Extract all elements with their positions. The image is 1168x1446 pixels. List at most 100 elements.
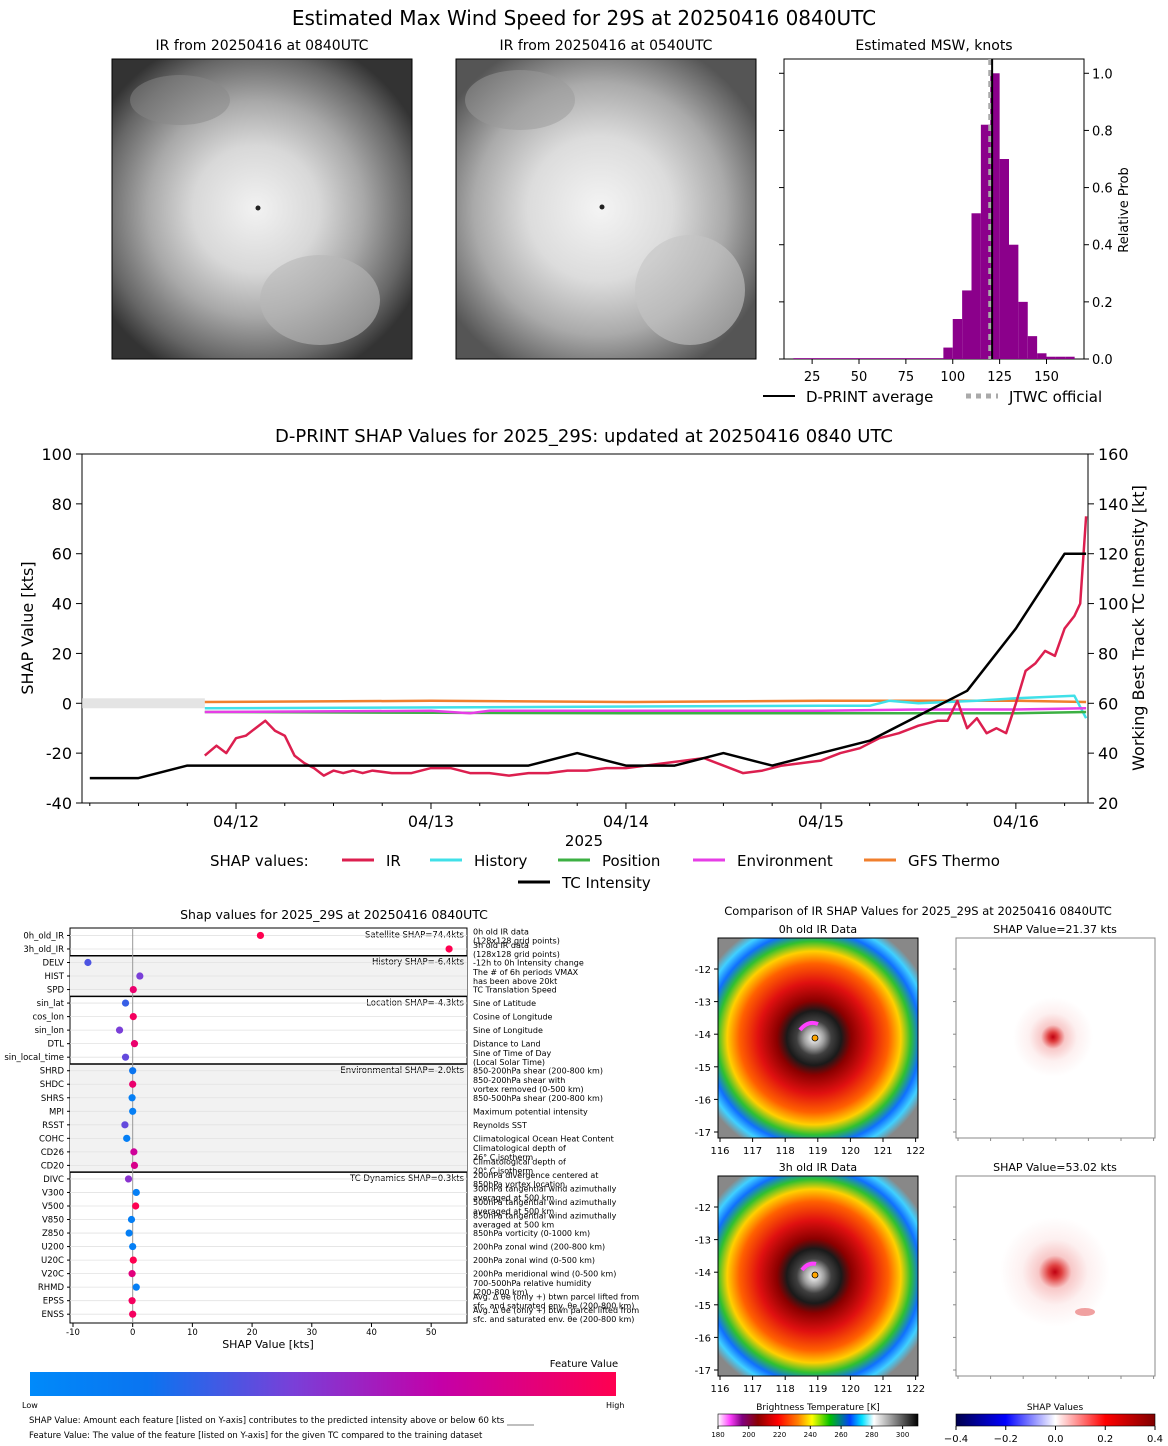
feature-point <box>121 999 130 1007</box>
feature-description: Climatological depth of <box>473 1144 566 1153</box>
histogram-bar <box>793 358 803 359</box>
feature-name: DTL <box>48 1040 65 1050</box>
ts-ytick-label: -40 <box>46 794 72 813</box>
ir-ytick-label: -14 <box>695 1030 711 1041</box>
feature-xtick-label: 0 <box>130 1328 135 1338</box>
hist-xtick-label: 50 <box>851 370 868 385</box>
ts-ytick-label: 20 <box>52 644 72 663</box>
feature-name: V500 <box>42 1202 64 1212</box>
series-history <box>204 694 1088 719</box>
feature-point <box>128 1094 136 1102</box>
timeseries-ylabel: SHAP Value [kts] <box>18 561 37 694</box>
feature-name: V20C <box>41 1270 64 1280</box>
ts-y2tick-label: 20 <box>1098 794 1118 813</box>
feature-point <box>130 1148 138 1156</box>
comparison-title: Comparison of IR SHAP Values for 2025_29… <box>724 904 1111 918</box>
ir-xtick-label: 120 <box>841 1384 860 1395</box>
feature-chart-title: Shap values for 2025_29S at 20250416 084… <box>180 907 488 922</box>
feature-name: HIST <box>45 972 65 982</box>
feature-description: (200-800 km) <box>473 1288 528 1297</box>
feature-description: has been above 20kt <box>473 977 557 986</box>
feature-point <box>132 1202 140 1210</box>
feature-name: DIVC <box>43 1175 64 1185</box>
ir-ytick-label: -13 <box>695 998 711 1009</box>
hist-xtick-label: 100 <box>940 370 965 385</box>
legend-jtwc: JTWC official <box>1008 388 1102 406</box>
ir-ytick-label: -17 <box>695 1366 711 1377</box>
feature-xtick-label: 10 <box>187 1328 198 1338</box>
colorbar-high: High <box>606 1401 624 1410</box>
feature-point <box>129 1067 137 1075</box>
feature-description: 26° C isotherm <box>473 1153 533 1162</box>
hist-xtick-label: 150 <box>1034 370 1059 385</box>
hist-ytick-label: 0.0 <box>1092 353 1113 368</box>
feature-description: Climatological depth of <box>473 1157 566 1166</box>
ir-xtick-label: 117 <box>743 1384 762 1395</box>
ir-image-0h: IR from 20250416 at 0840UTC <box>111 38 413 360</box>
ir-ytick-label: -12 <box>695 965 711 976</box>
histogram-bar <box>877 358 888 359</box>
bt-tick-label: 240 <box>804 1431 817 1439</box>
feature-description: 200hPa meridional wind (0-500 km) <box>473 1270 616 1279</box>
feature-name: cos_lon <box>32 1013 64 1023</box>
msw-title: Estimated MSW, knots <box>855 38 1012 54</box>
legend-dprint: D-PRINT average <box>806 388 933 406</box>
histogram-bar <box>924 358 934 359</box>
histogram-bar <box>802 358 813 359</box>
feature-point <box>129 985 137 994</box>
legend-label: TC Intensity <box>561 874 651 892</box>
bt-tick-label: 280 <box>865 1431 878 1439</box>
histogram-bar <box>962 290 972 359</box>
legend-label: Position <box>602 852 660 870</box>
feature-name: sin_local_time <box>4 1053 64 1063</box>
feature-name: CD20 <box>41 1161 64 1171</box>
ir-ytick-label: -15 <box>695 1301 711 1312</box>
feature-description: Cosine of Longitude <box>473 1013 553 1022</box>
histogram-bar <box>971 213 981 359</box>
feature-point <box>84 958 92 967</box>
legend-title: SHAP values: <box>210 852 309 870</box>
feature-description: 200hPa zonal wind (0-500 km) <box>473 1256 595 1265</box>
feature-name: V850 <box>42 1216 64 1226</box>
feature-chart-xlabel: SHAP Value [kts] <box>222 1338 314 1351</box>
feature-xtick-label: -10 <box>66 1328 80 1338</box>
figure-title: Estimated Max Wind Speed for 29S at 2025… <box>292 6 876 30</box>
feature-description: Distance to Land <box>473 1040 541 1049</box>
ts-xtick-label: 04/15 <box>798 812 844 831</box>
ir3-title: 3h old IR Data <box>779 1161 857 1174</box>
histogram-bar <box>896 358 906 359</box>
histogram-bar <box>1037 353 1047 359</box>
feature-description: (Local Solar Time) <box>473 1058 545 1067</box>
zero-band <box>82 698 205 709</box>
feature-point <box>125 1229 133 1237</box>
histogram-bar <box>812 358 822 359</box>
feature-point <box>256 931 265 940</box>
ir-image-3h: IR from 20250416 at 0540UTC <box>455 38 757 360</box>
feature-description: 20° C isotherm <box>473 1166 533 1175</box>
hist-xtick-label: 25 <box>804 370 821 385</box>
feature-description: 850hPa tangential wind azimuthally <box>473 1212 617 1221</box>
legend-label: Environment <box>737 852 833 870</box>
shap0-title: SHAP Value=21.37 kts <box>993 923 1117 936</box>
colorbar-low: Low <box>22 1401 38 1410</box>
feature-description: Sine of Time of Day <box>473 1049 552 1058</box>
feature-point <box>129 1080 137 1088</box>
feature-point <box>129 1256 137 1264</box>
legend-label: GFS Thermo <box>908 852 1000 870</box>
feature-name: EPSS <box>43 1297 64 1307</box>
feature-description: 0h old IR data <box>473 927 529 936</box>
ir-xtick-label: 116 <box>710 1146 729 1157</box>
histogram-bar <box>1055 356 1066 359</box>
eye-marker-icon <box>599 204 605 210</box>
feature-description: 700-500hPa relative humidity <box>473 1279 592 1288</box>
feature-description: TC Translation Speed <box>472 986 557 995</box>
histogram-bar <box>934 358 944 359</box>
legend-label: History <box>474 852 527 870</box>
feature-description: 300hPa tangential wind azimuthally <box>473 1184 617 1193</box>
feature-point <box>128 1270 136 1278</box>
feature-point <box>136 972 144 980</box>
shap-tick-label: −0.2 <box>994 1434 1018 1445</box>
feature-name: MPI <box>49 1107 64 1117</box>
ir-comparison: Comparison of IR SHAP Values for 2025_29… <box>695 904 1163 1445</box>
